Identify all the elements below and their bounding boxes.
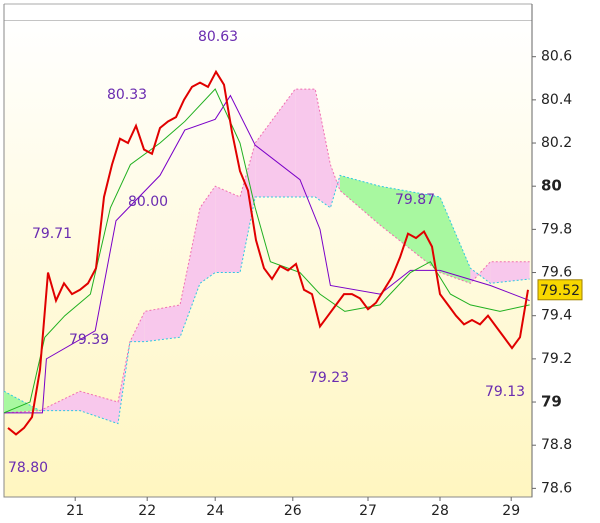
cloud-span-b [3, 88, 530, 414]
x-tick-label: 21 [66, 503, 84, 519]
annotation: 78.80 [8, 460, 48, 476]
price-line [7, 69, 529, 436]
y-tick-label: 79.8 [541, 221, 572, 237]
annotation: 79.71 [32, 226, 72, 242]
annotation: 80.00 [128, 194, 168, 210]
cloud-segment [180, 207, 200, 338]
annotation: 79.13 [485, 384, 525, 400]
cloud-segment [440, 196, 471, 284]
x-tick-label: 24 [206, 503, 224, 519]
cloud-segment [118, 341, 130, 424]
cloud-segment [315, 89, 331, 208]
y-tick-label: 79.6 [541, 265, 572, 281]
y-tick-label: 80.2 [541, 135, 572, 151]
cloud-segment [40, 391, 80, 411]
cloud-segment [80, 391, 118, 424]
y-tick-label: 80.6 [541, 49, 572, 65]
cloud-span-a [3, 174, 530, 425]
y-tick-label: 79.4 [541, 308, 572, 324]
x-tick-label: 27 [359, 503, 377, 519]
cloud-segment [4, 391, 40, 413]
cloud-segment [215, 186, 240, 273]
price-tag: 79.52 [540, 283, 580, 299]
cloud-segment [240, 143, 256, 273]
annotation: 80.33 [107, 87, 147, 103]
cloud-segment [130, 311, 145, 342]
cloud-segment [255, 89, 296, 197]
x-tick-label: 22 [138, 503, 156, 519]
cloud-segment [380, 186, 440, 273]
x-tick-label: 29 [502, 503, 520, 519]
x-tick-label: 28 [431, 503, 449, 519]
annotation: 79.23 [309, 370, 349, 386]
plot-top [4, 4, 532, 20]
annotation: 80.63 [198, 29, 238, 45]
y-tick-label: 79.2 [541, 351, 572, 367]
y-tick-label: 80.4 [541, 92, 572, 108]
cloud-segment [330, 164, 340, 208]
y-tick-label: 78.6 [541, 480, 572, 496]
cloud-segment [200, 186, 216, 284]
annotation: 79.39 [69, 332, 109, 348]
y-tick-label: 78.8 [541, 437, 572, 453]
cloud-segment [144, 304, 180, 342]
y-tick-label: 79 [541, 393, 562, 411]
x-tick-label: 26 [284, 503, 302, 519]
price-tag-box [537, 279, 583, 301]
annotation: 79.87 [395, 192, 435, 208]
cloud-segment [490, 261, 530, 284]
cloud-segment [340, 175, 380, 226]
cloud-segment [295, 89, 316, 197]
y-tick-label: 80 [541, 177, 562, 195]
